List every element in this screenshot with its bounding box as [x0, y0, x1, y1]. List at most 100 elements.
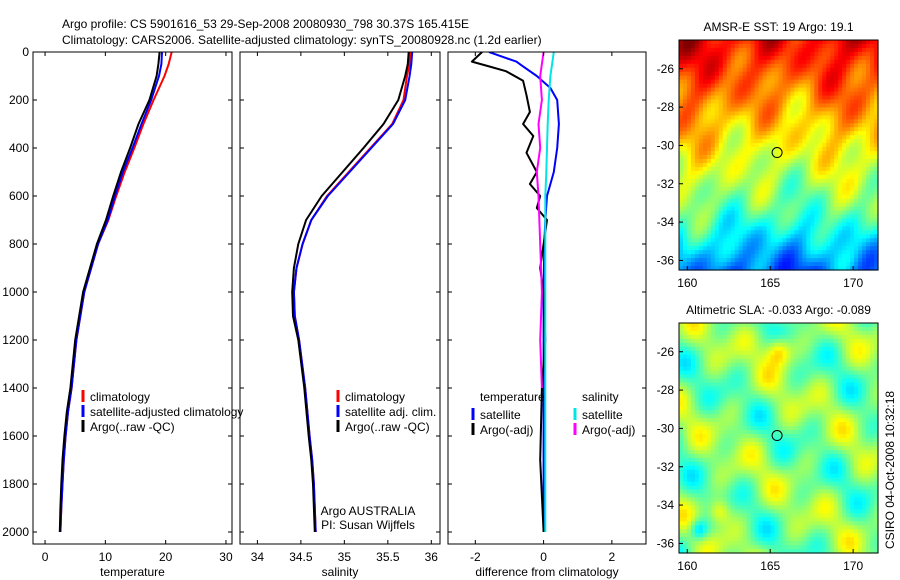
- heatmap-cell: [730, 513, 736, 518]
- heatmap-cell: [714, 354, 720, 360]
- heatmap-cell: [774, 51, 780, 57]
- heatmap-cell: [702, 354, 708, 360]
- heatmap-cell: [706, 434, 712, 439]
- heatmap-cell: [682, 127, 688, 132]
- heatmap-cell: [718, 529, 724, 534]
- heatmap-cell: [730, 346, 736, 352]
- heatmap-cell: [818, 103, 823, 109]
- heatmap-cell: [742, 422, 748, 427]
- heatmap-cell: [846, 178, 851, 184]
- heatmap-cell: [794, 103, 799, 109]
- heatmap-cell: [810, 71, 815, 77]
- heatmap-cell: [734, 378, 740, 384]
- x-tick-label: 170: [843, 276, 863, 290]
- heatmap-cell: [742, 469, 748, 475]
- heatmap-cell: [842, 250, 847, 255]
- heatmap-cell: [774, 541, 780, 546]
- heatmap-cell: [778, 493, 784, 499]
- heatmap-cell: [706, 258, 712, 263]
- heatmap-cell: [794, 139, 799, 144]
- heatmap-cell: [734, 410, 740, 415]
- heatmap-cell: [758, 266, 764, 271]
- heatmap-cell: [838, 266, 843, 271]
- heatmap-cell: [854, 143, 859, 148]
- heatmap-cell: [754, 541, 760, 546]
- heatmap-cell: [686, 107, 692, 112]
- heatmap-cell: [686, 382, 692, 388]
- heatmap-cell: [762, 338, 768, 344]
- heatmap-cell: [790, 174, 796, 180]
- heatmap-cell: [806, 178, 811, 184]
- heatmap-cell: [714, 111, 720, 116]
- heatmap-cell: [798, 182, 803, 188]
- heatmap-cell: [738, 151, 744, 156]
- heatmap-cell: [750, 386, 756, 392]
- heatmap-cell: [830, 210, 835, 216]
- heatmap-cell: [858, 40, 863, 45]
- heatmap-cell: [782, 262, 788, 267]
- heatmap-cell: [802, 258, 807, 263]
- heatmap-cell: [790, 238, 796, 243]
- heatmap-cell: [698, 51, 704, 57]
- heatmap-cell: [766, 170, 772, 176]
- heatmap-cell: [714, 47, 720, 53]
- heatmap-cell: [858, 226, 863, 231]
- heatmap-cell: [722, 51, 728, 57]
- heatmap-cell: [842, 218, 847, 224]
- heatmap-cell: [858, 155, 863, 160]
- x-tick-label: 10: [99, 550, 113, 564]
- heatmap-cell: [826, 103, 831, 109]
- map-heatmap-cells: [679, 40, 879, 271]
- heatmap-cell: [738, 426, 744, 431]
- heatmap-cell: [726, 40, 732, 45]
- heatmap-cell: [710, 441, 716, 447]
- heatmap-cell: [750, 71, 756, 77]
- heatmap-cell: [734, 541, 740, 546]
- heatmap-cell: [679, 477, 684, 483]
- heatmap-cell: [698, 135, 704, 140]
- heatmap-cell: [754, 382, 760, 388]
- heatmap-cell: [754, 258, 760, 263]
- heatmap-cell: [758, 234, 764, 239]
- heatmap-cell: [850, 135, 855, 140]
- heatmap-cell: [722, 469, 728, 475]
- heatmap-cell: [770, 158, 776, 164]
- heatmap-cell: [834, 254, 839, 259]
- heatmap-cell: [714, 438, 720, 443]
- heatmap-cell: [686, 262, 692, 267]
- heatmap-cell: [794, 362, 799, 368]
- heatmap-cell: [834, 151, 839, 156]
- heatmap-cell: [790, 378, 796, 384]
- heatmap-cell: [718, 67, 724, 73]
- heatmap-cell: [790, 107, 796, 112]
- heatmap-cell: [698, 346, 704, 352]
- heatmap-cell: [698, 218, 704, 224]
- heatmap-cell: [826, 55, 831, 61]
- heatmap-cell: [770, 103, 776, 109]
- heatmap-cell: [722, 338, 728, 344]
- heatmap-cell: [734, 258, 740, 263]
- heatmap-cell: [830, 67, 835, 73]
- heatmap-cell: [770, 40, 776, 45]
- heatmap-cell: [698, 533, 704, 538]
- heatmap-cell: [730, 119, 736, 124]
- heatmap-cell: [834, 135, 839, 140]
- heatmap-cell: [838, 79, 843, 85]
- heatmap-cell: [862, 182, 867, 188]
- heatmap-cell: [822, 107, 827, 112]
- heatmap-cell: [714, 358, 720, 364]
- heatmap-cell: [770, 166, 776, 172]
- heatmap-cell: [822, 254, 827, 259]
- heatmap-cell: [838, 174, 843, 180]
- heatmap-cell: [694, 330, 700, 336]
- x-tick-label: 34: [251, 550, 265, 564]
- heatmap-cell: [718, 238, 724, 243]
- heatmap-cell: [746, 246, 752, 251]
- heatmap-cell: [746, 525, 752, 530]
- heatmap-cell: [734, 434, 740, 439]
- heatmap-cell: [679, 469, 684, 475]
- heatmap-cell: [834, 71, 839, 77]
- x-tick-label: 35: [338, 550, 352, 564]
- heatmap-cell: [706, 178, 712, 184]
- heatmap-cell: [754, 533, 760, 538]
